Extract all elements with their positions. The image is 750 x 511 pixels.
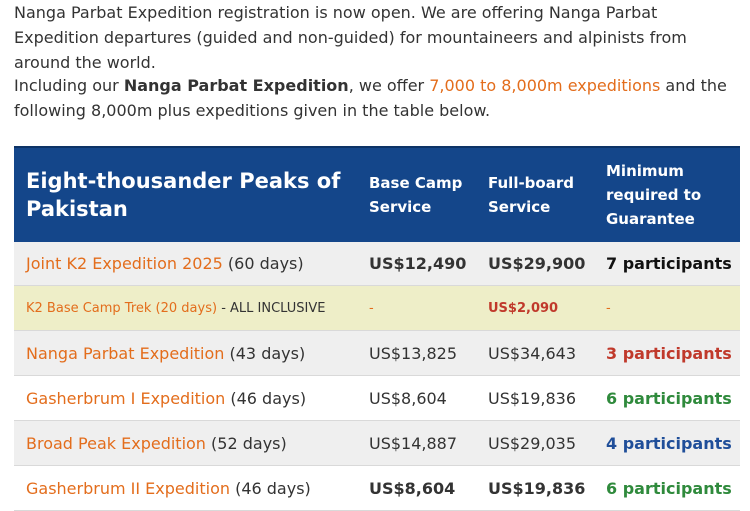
minimum-participants: 7 participants [596, 242, 740, 286]
expedition-link[interactable]: Gasherbrum I Expedition [26, 388, 226, 408]
expedition-days: (43 days) [224, 343, 306, 363]
expedition-link[interactable]: Nanga Parbat Expedition [26, 343, 225, 363]
expedition-link[interactable]: K2 Base Camp Trek (20 days) [26, 300, 218, 316]
table-row: K2 Base Camp Trek (20 days) - ALL INCLUS… [14, 285, 740, 331]
full-board-price: US$2,090 [478, 285, 596, 331]
header-base-camp: Base Camp Service [359, 146, 478, 242]
expedition-cell: K2 Base Camp Trek (20 days) - ALL INCLUS… [14, 285, 359, 331]
minimum-participants: 3 participants [596, 330, 740, 376]
full-board-price: US$29,900 [478, 242, 596, 286]
header-full-board: Full-board Service [478, 146, 596, 242]
paragraph-suffix: and the following 8,000m plus expedition… [14, 76, 727, 120]
paragraph-prefix: Including our [14, 76, 124, 95]
base-camp-price: US$14,887 [359, 420, 478, 466]
table-row: Broad Peak Expedition (52 days) US$14,88… [14, 420, 740, 466]
expedition-cell: Broad Peak Expedition (52 days) [14, 420, 359, 466]
expeditions-paragraph: Including our Nanga Parbat Expedition, w… [14, 73, 739, 123]
peaks-table: Eight-thousander Peaks of Pakistan Base … [14, 146, 740, 511]
base-camp-price: US$13,825 [359, 330, 478, 376]
minimum-participants: 6 participants [596, 465, 740, 511]
table-row: Gasherbrum I Expedition (46 days) US$8,6… [14, 375, 740, 421]
table-header-row: Eight-thousander Peaks of Pakistan Base … [14, 146, 740, 242]
expedition-cell: Gasherbrum II Expedition (46 days) [14, 465, 359, 511]
full-board-price: US$29,035 [478, 420, 596, 466]
base-camp-price: US$12,490 [359, 242, 478, 286]
full-board-price: US$34,643 [478, 330, 596, 376]
full-board-price: US$19,836 [478, 375, 596, 421]
header-minimum: Minimum required to Guarantee [596, 146, 740, 242]
minimum-participants: - [596, 285, 740, 331]
expedition-days: - ALL INCLUSIVE [217, 300, 326, 316]
base-camp-price: - [359, 285, 478, 331]
expedition-days: (52 days) [205, 433, 287, 453]
expedition-cell: Gasherbrum I Expedition (46 days) [14, 375, 359, 421]
minimum-participants: 4 participants [596, 420, 740, 466]
expedition-days: (60 days) [222, 254, 304, 273]
table-row: Joint K2 Expedition 2025 (60 days) US$12… [14, 242, 740, 286]
base-camp-price: US$8,604 [359, 375, 478, 421]
expedition-link[interactable]: Gasherbrum II Expedition [26, 478, 230, 498]
nanga-parbat-bold: Nanga Parbat Expedition [123, 76, 349, 95]
expedition-days: (46 days) [230, 478, 311, 498]
table-row: Gasherbrum II Expedition (46 days) US$8,… [14, 465, 740, 511]
base-camp-price: US$8,604 [359, 465, 478, 511]
expedition-link[interactable]: Joint K2 Expedition 2025 [26, 254, 223, 273]
expedition-link[interactable]: Broad Peak Expedition [26, 433, 206, 453]
expeditions-7000-8000-link[interactable]: 7,000 to 8,000m expeditions [429, 76, 661, 95]
intro-paragraph: Nanga Parbat Expedition registration is … [14, 3, 687, 72]
full-board-price: US$19,836 [478, 465, 596, 511]
table-row: Nanga Parbat Expedition (43 days) US$13,… [14, 330, 740, 376]
expedition-cell: Nanga Parbat Expedition (43 days) [14, 330, 359, 376]
expedition-days: (46 days) [225, 388, 307, 408]
minimum-participants: 6 participants [596, 375, 740, 421]
header-peaks: Eight-thousander Peaks of Pakistan [14, 146, 359, 242]
expedition-cell: Joint K2 Expedition 2025 (60 days) [14, 242, 359, 286]
paragraph-middle: , we offer [348, 76, 430, 95]
